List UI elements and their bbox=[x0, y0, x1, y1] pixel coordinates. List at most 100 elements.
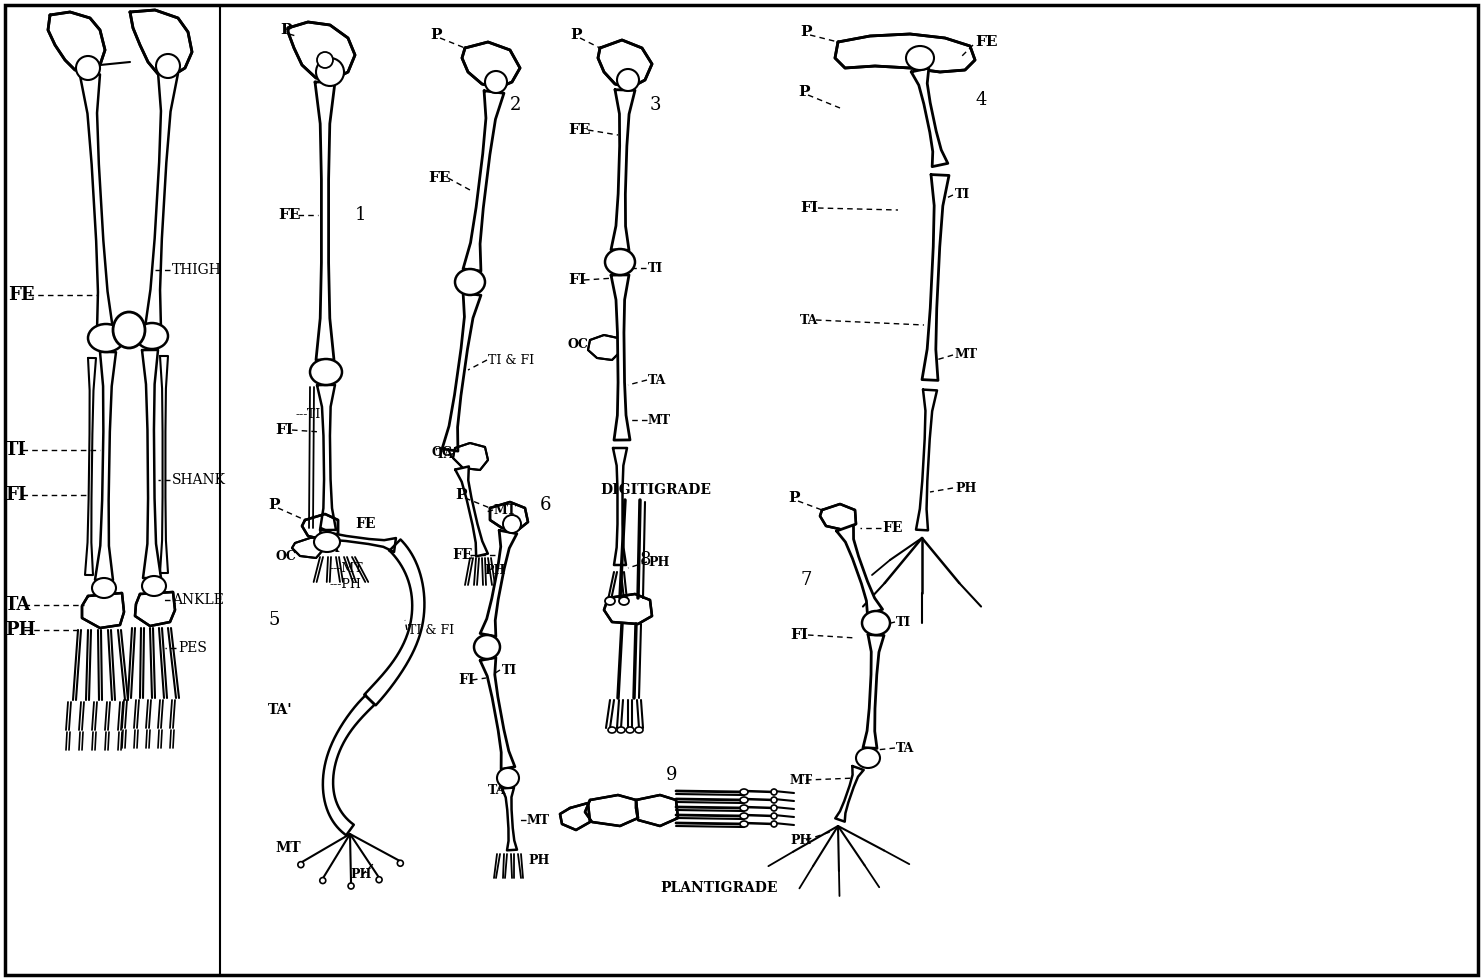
Ellipse shape bbox=[771, 821, 777, 827]
Text: TI: TI bbox=[955, 188, 970, 202]
Polygon shape bbox=[85, 358, 96, 575]
Polygon shape bbox=[611, 90, 635, 250]
Ellipse shape bbox=[618, 597, 629, 605]
Text: OC: OC bbox=[276, 550, 297, 563]
Text: MT: MT bbox=[790, 773, 813, 787]
Polygon shape bbox=[503, 788, 518, 851]
Text: PH: PH bbox=[648, 556, 669, 568]
Ellipse shape bbox=[349, 883, 354, 889]
Ellipse shape bbox=[475, 635, 500, 659]
Text: THIGH: THIGH bbox=[172, 263, 222, 277]
Text: TA: TA bbox=[4, 596, 31, 614]
Ellipse shape bbox=[771, 805, 777, 811]
Polygon shape bbox=[561, 803, 590, 830]
Text: PH: PH bbox=[790, 834, 811, 847]
Ellipse shape bbox=[320, 877, 326, 884]
Ellipse shape bbox=[397, 860, 403, 866]
Ellipse shape bbox=[503, 515, 521, 533]
Text: PES: PES bbox=[178, 641, 206, 655]
Ellipse shape bbox=[608, 727, 615, 733]
Text: ---PH: ---PH bbox=[331, 578, 362, 592]
Text: TI: TI bbox=[648, 262, 663, 274]
Text: PH: PH bbox=[350, 868, 371, 881]
Text: TI: TI bbox=[503, 663, 518, 676]
Polygon shape bbox=[452, 443, 488, 470]
Text: FE: FE bbox=[354, 517, 375, 531]
Polygon shape bbox=[142, 350, 162, 578]
Ellipse shape bbox=[740, 805, 747, 811]
Polygon shape bbox=[135, 592, 175, 626]
Polygon shape bbox=[584, 795, 638, 826]
Ellipse shape bbox=[617, 69, 639, 91]
Ellipse shape bbox=[617, 727, 624, 733]
Polygon shape bbox=[317, 385, 337, 530]
Ellipse shape bbox=[771, 813, 777, 819]
Text: TA: TA bbox=[896, 742, 915, 755]
Text: FE: FE bbox=[882, 521, 903, 535]
Ellipse shape bbox=[92, 578, 116, 598]
Ellipse shape bbox=[316, 58, 344, 86]
Text: P: P bbox=[787, 491, 799, 505]
Polygon shape bbox=[95, 352, 116, 580]
Text: P: P bbox=[430, 28, 442, 42]
Ellipse shape bbox=[771, 797, 777, 803]
Text: FE: FE bbox=[429, 171, 451, 185]
Ellipse shape bbox=[377, 877, 383, 883]
Text: 9: 9 bbox=[666, 766, 678, 784]
Ellipse shape bbox=[113, 312, 145, 348]
Polygon shape bbox=[489, 502, 528, 530]
Ellipse shape bbox=[142, 576, 166, 596]
Ellipse shape bbox=[906, 46, 934, 70]
Polygon shape bbox=[480, 530, 518, 637]
Ellipse shape bbox=[635, 727, 644, 733]
Text: P: P bbox=[268, 498, 279, 512]
Polygon shape bbox=[292, 536, 323, 558]
Polygon shape bbox=[314, 82, 335, 360]
Text: DIGITIGRADE: DIGITIGRADE bbox=[601, 483, 710, 497]
Text: MT: MT bbox=[494, 504, 518, 516]
Polygon shape bbox=[455, 466, 488, 557]
Text: 8: 8 bbox=[641, 551, 651, 569]
Ellipse shape bbox=[771, 789, 777, 795]
Ellipse shape bbox=[740, 813, 747, 819]
Text: FE: FE bbox=[568, 123, 590, 137]
Text: P: P bbox=[799, 25, 811, 39]
Text: FI: FI bbox=[4, 486, 27, 504]
Polygon shape bbox=[145, 73, 178, 328]
Text: TA: TA bbox=[322, 542, 341, 555]
Text: 2: 2 bbox=[510, 96, 522, 114]
Text: P: P bbox=[569, 28, 581, 42]
Text: PH: PH bbox=[4, 621, 36, 639]
Text: FI: FI bbox=[790, 628, 808, 642]
Polygon shape bbox=[835, 34, 974, 72]
Text: FI: FI bbox=[274, 423, 294, 437]
Ellipse shape bbox=[740, 821, 747, 827]
Text: MT: MT bbox=[526, 813, 550, 826]
Text: FI: FI bbox=[568, 273, 586, 287]
Polygon shape bbox=[835, 766, 863, 821]
Text: TI: TI bbox=[896, 615, 911, 628]
Ellipse shape bbox=[136, 323, 168, 349]
Polygon shape bbox=[131, 10, 191, 76]
Polygon shape bbox=[916, 390, 937, 530]
Polygon shape bbox=[463, 42, 521, 88]
Ellipse shape bbox=[485, 71, 507, 93]
Polygon shape bbox=[598, 40, 653, 88]
Text: TA': TA' bbox=[268, 703, 292, 717]
Polygon shape bbox=[442, 293, 480, 451]
Polygon shape bbox=[922, 174, 949, 380]
Text: FI: FI bbox=[458, 673, 475, 687]
Text: 7: 7 bbox=[799, 571, 811, 589]
Polygon shape bbox=[636, 795, 678, 826]
Text: TI & FI: TI & FI bbox=[488, 354, 534, 367]
Text: 5: 5 bbox=[268, 611, 280, 629]
Text: TA: TA bbox=[436, 449, 454, 462]
Text: P: P bbox=[280, 23, 292, 37]
Polygon shape bbox=[911, 69, 948, 167]
Text: ---TI: ---TI bbox=[295, 409, 320, 421]
Text: TA: TA bbox=[799, 314, 819, 326]
Polygon shape bbox=[463, 91, 504, 271]
Ellipse shape bbox=[626, 727, 635, 733]
Polygon shape bbox=[323, 696, 375, 835]
Text: TI & FI: TI & FI bbox=[408, 623, 454, 636]
